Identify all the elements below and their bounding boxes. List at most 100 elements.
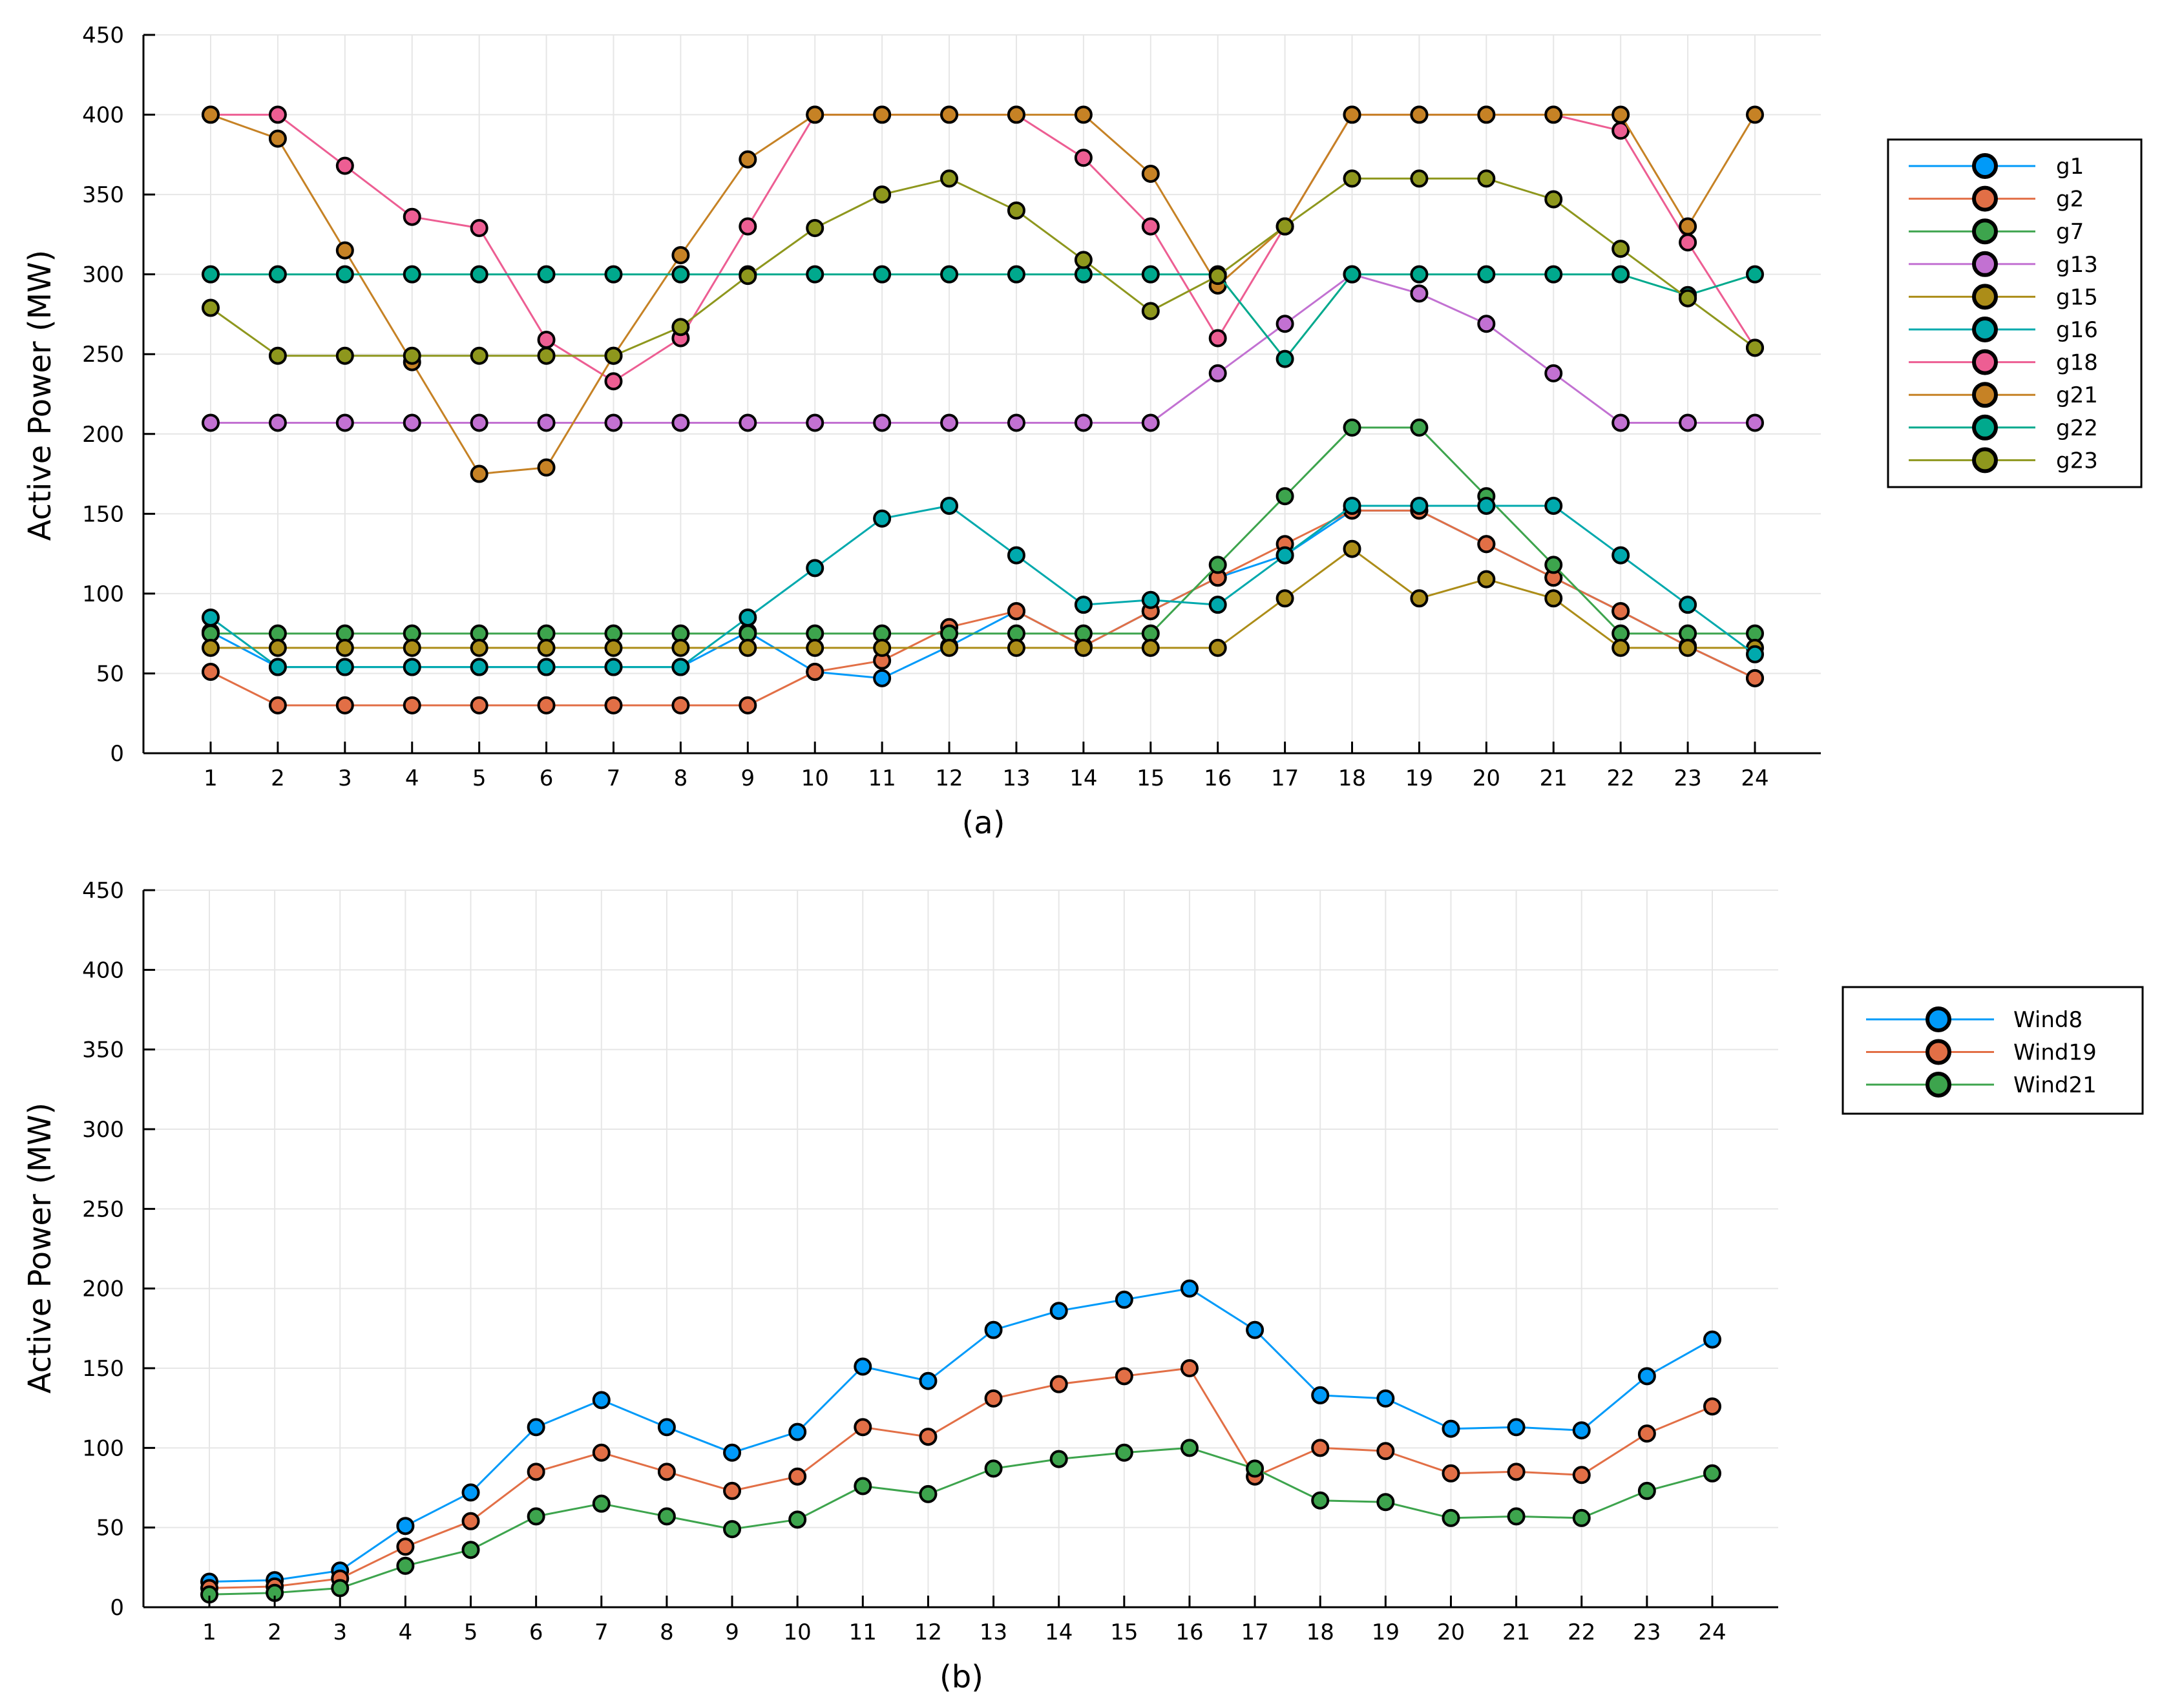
data-point-g15 [1007, 638, 1025, 657]
data-point-wind8 [984, 1320, 1003, 1339]
data-point-g15 [806, 638, 824, 657]
series-line-g7 [211, 426, 1755, 635]
data-point-g13 [403, 413, 421, 432]
data-point-g15 [335, 638, 354, 657]
legend-marker-g15 [1972, 284, 1998, 310]
data-point-g16 [604, 658, 623, 676]
y-tick-label: 0 [110, 1595, 124, 1621]
caption-b: (b) [939, 1659, 983, 1695]
data-point-g18 [403, 207, 421, 226]
data-point-g18 [739, 217, 757, 236]
data-point-wind21 [1572, 1508, 1591, 1527]
legend-label-g15: g15 [2056, 284, 2098, 310]
data-point-g2 [1611, 602, 1630, 621]
data-point-wind8 [1376, 1389, 1395, 1408]
data-point-g15 [1275, 589, 1294, 608]
x-tick-label: 18 [1307, 1619, 1334, 1645]
series-line-g16 [210, 505, 1756, 669]
data-point-wind21 [1637, 1481, 1656, 1500]
data-point-g18 [335, 156, 354, 175]
data-point-g13 [604, 413, 623, 432]
x-tick-label: 12 [935, 765, 963, 791]
x-tick-label: 11 [849, 1619, 877, 1645]
x-tick-label: 20 [1437, 1619, 1465, 1645]
data-point-wind8 [723, 1443, 742, 1462]
data-point-g23 [1679, 289, 1697, 307]
x-tick-label: 15 [1137, 765, 1164, 791]
y-tick-label: 100 [82, 1435, 124, 1461]
data-point-g22 [1410, 265, 1429, 284]
data-point-wind21 [1376, 1493, 1395, 1512]
data-point-g23 [873, 185, 892, 204]
data-point-g16 [1343, 496, 1361, 515]
data-point-wind21 [1180, 1439, 1199, 1457]
data-point-g15 [1477, 570, 1496, 588]
data-point-g22 [1544, 265, 1563, 284]
y-tick-label: 350 [82, 1037, 124, 1063]
x-tick-label: 18 [1338, 765, 1366, 791]
data-point-g23 [403, 346, 421, 365]
data-point-g13 [940, 413, 959, 432]
x-tick-label: 19 [1405, 765, 1433, 791]
data-point-g16 [403, 658, 421, 676]
y-tick-label: 400 [82, 103, 124, 129]
data-point-g23 [1477, 169, 1496, 188]
legend-marker-wind19 [1926, 1039, 1951, 1065]
series-g16 [202, 496, 1764, 676]
data-point-g15 [1679, 638, 1697, 657]
data-point-g22 [1611, 265, 1630, 284]
y-tick-label: 300 [82, 262, 124, 288]
data-point-g15 [604, 638, 623, 657]
data-point-g18 [1074, 149, 1093, 167]
data-point-g13 [268, 413, 287, 432]
legend-marker-g23 [1972, 447, 1998, 474]
x-tick-label: 7 [594, 1619, 609, 1645]
y-tick-label: 350 [82, 182, 124, 208]
x-tick-label: 14 [1069, 765, 1097, 791]
data-point-g21 [1410, 105, 1429, 124]
data-point-g22 [604, 265, 623, 284]
data-point-g13 [1074, 413, 1093, 432]
x-tick-label: 24 [1741, 765, 1768, 791]
data-point-wind8 [657, 1418, 676, 1437]
data-point-g2 [806, 662, 824, 681]
x-tick-label: 13 [1002, 765, 1030, 791]
data-point-g13 [1208, 364, 1227, 382]
x-tick-label: 21 [1540, 765, 1568, 791]
data-point-g2 [604, 696, 623, 714]
data-point-g22 [202, 265, 220, 284]
data-point-g22 [806, 265, 824, 284]
y-tick-label: 200 [82, 422, 124, 448]
data-point-g21 [873, 105, 892, 124]
series-wind21 [200, 1439, 1721, 1604]
data-point-g23 [537, 346, 556, 365]
data-point-g7 [1275, 487, 1294, 506]
y-tick-label: 50 [96, 1515, 124, 1541]
data-point-g2 [739, 696, 757, 714]
data-point-wind21 [1442, 1508, 1460, 1527]
data-point-g21 [671, 246, 690, 265]
data-point-g13 [202, 413, 220, 432]
legend-marker-wind21 [1926, 1072, 1951, 1098]
series-line-wind21 [209, 1446, 1713, 1596]
data-point-g7 [1343, 418, 1361, 437]
x-tick-label: 10 [784, 1619, 812, 1645]
data-point-wind19 [723, 1481, 742, 1500]
data-point-g21 [1074, 105, 1093, 124]
data-point-g16 [537, 658, 556, 676]
x-tick-label: 24 [1698, 1619, 1726, 1645]
legend-label-g13: g13 [2056, 252, 2098, 278]
series-line-g22 [211, 273, 1756, 360]
data-point-wind19 [919, 1428, 938, 1446]
x-tick-label: 9 [725, 1619, 739, 1645]
data-point-g15 [268, 638, 287, 657]
data-point-g15 [1544, 589, 1563, 608]
data-point-g18 [1141, 217, 1160, 236]
data-point-g23 [202, 298, 220, 317]
data-point-g23 [1746, 338, 1764, 357]
series-line-g21 [210, 114, 1756, 475]
data-point-g22 [268, 265, 287, 284]
